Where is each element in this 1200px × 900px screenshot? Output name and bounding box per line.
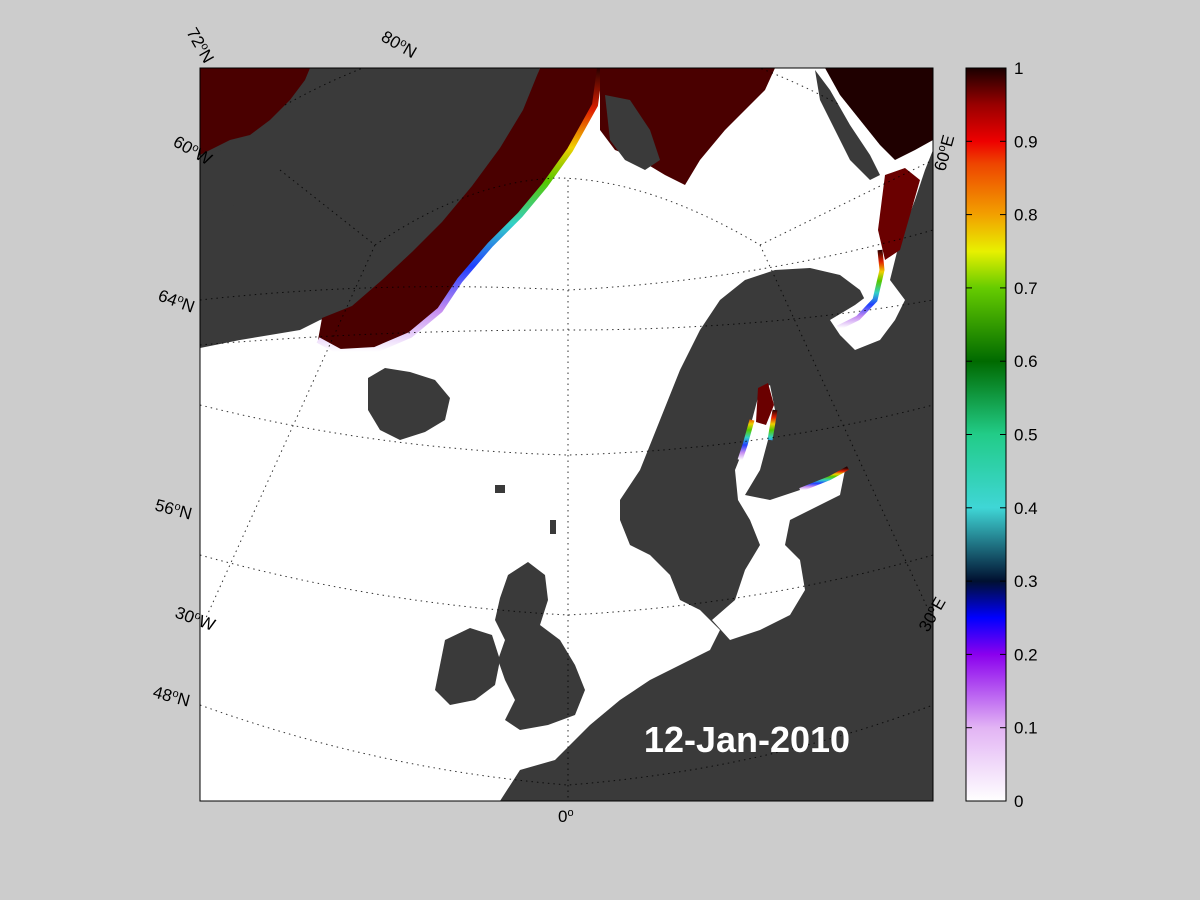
ireland-land xyxy=(435,628,500,705)
colorbar-tick-label: 0.6 xyxy=(1014,352,1038,371)
colorbar-tick-label: 0 xyxy=(1014,792,1023,811)
colorbar-tick-label: 0.8 xyxy=(1014,206,1038,225)
colorbar-tick-label: 0.2 xyxy=(1014,645,1038,664)
map-frame xyxy=(199,67,934,802)
baffin-ice xyxy=(200,68,310,155)
label-64n: 64oN xyxy=(156,286,198,317)
faroe-islands-land xyxy=(495,485,505,493)
date-label: 12-Jan-2010 xyxy=(644,719,850,760)
scandinavia-europe-land xyxy=(500,268,880,801)
colorbar-tick-label: 0.7 xyxy=(1014,279,1038,298)
graticule-lat-60 xyxy=(200,299,933,346)
greenland-ice-edge xyxy=(316,68,603,356)
colorbar-tick-label: 1 xyxy=(1014,59,1023,78)
finland-gulf-ice xyxy=(799,466,849,492)
label-48n: 48oN xyxy=(151,683,192,711)
graticule-lat-56 xyxy=(200,404,933,456)
svg-text:64oN: 64oN xyxy=(156,286,198,317)
label-80n: 80oN xyxy=(378,27,420,62)
graticule-lon-60e xyxy=(759,159,933,246)
iceland-land xyxy=(368,368,450,440)
bothnia-ice-edge xyxy=(737,409,778,461)
colorbar-tick-label: 0.1 xyxy=(1014,719,1038,738)
white-sea-ice xyxy=(836,249,885,331)
label-60e: 60oE xyxy=(931,133,959,173)
svg-text:56oN: 56oN xyxy=(153,496,194,524)
colorbar-ticks: 1 0.9 0.8 0.7 0.6 0.5 0.4 0.3 0.2 0.1 0 xyxy=(966,59,1038,811)
graticule xyxy=(200,68,933,801)
greenland-land xyxy=(200,68,540,348)
great-britain-land xyxy=(495,562,585,730)
svg-text:0o: 0o xyxy=(558,807,574,826)
shetland-land xyxy=(550,520,556,534)
map-panel: 12-Jan-2010 xyxy=(200,68,933,801)
colorbar-gradient xyxy=(966,68,1006,801)
svg-text:72oN: 72oN xyxy=(183,25,218,67)
bothnia-ice xyxy=(756,383,774,425)
label-72n: 72oN xyxy=(183,25,218,67)
novaya-zemlya-land xyxy=(815,70,880,180)
baffin-land xyxy=(200,150,250,222)
colorbar-tick-label: 0.9 xyxy=(1014,132,1038,151)
svg-text:48oN: 48oN xyxy=(151,683,192,711)
colorbar-tick-label: 0.3 xyxy=(1014,572,1038,591)
colorbar-tick-label: 0.5 xyxy=(1014,426,1038,445)
svalbard-land xyxy=(605,95,660,170)
pechora-ice xyxy=(878,168,920,260)
kara-sea-ice xyxy=(825,68,933,160)
colorbar-tick-label: 0.4 xyxy=(1014,499,1038,518)
colorbar: 1 0.9 0.8 0.7 0.6 0.5 0.4 0.3 0.2 0.1 0 xyxy=(965,59,1038,811)
graticule-lon-60w xyxy=(279,169,376,246)
greenland-coastal-ice xyxy=(318,68,600,352)
svg-text:80oN: 80oN xyxy=(378,27,420,62)
label-56n: 56oN xyxy=(153,496,194,524)
russia-northeast-land xyxy=(880,150,933,801)
svg-text:60oE: 60oE xyxy=(931,133,959,173)
label-0: 0o xyxy=(558,807,574,826)
